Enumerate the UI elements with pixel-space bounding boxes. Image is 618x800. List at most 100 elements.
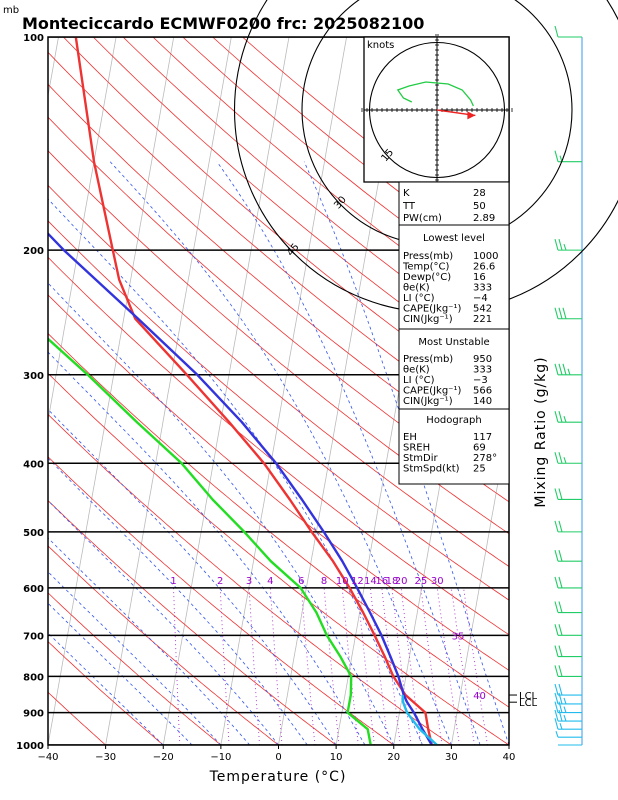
hodograph-box: [398, 408, 510, 485]
mixing-ratio-line: [323, 587, 340, 745]
dry-adiabat-line: [48, 500, 337, 745]
lowest-level-row-value: 26.6: [473, 262, 495, 273]
lowest-level-row-label: Press(mb): [403, 251, 453, 262]
most-unstable-row-label: Press(mb): [403, 354, 453, 365]
series-virtual-line: [401, 694, 438, 745]
mixing-ratio-label: 8: [321, 576, 327, 587]
wind-barb-half-flag: [563, 697, 567, 705]
x-tick-label: 20: [387, 752, 400, 763]
dry-adiabat-line: [48, 592, 222, 745]
wind-barb-flag: [554, 576, 559, 589]
wind-barb: [554, 550, 582, 562]
moist-adiabat-line: [48, 537, 251, 745]
series-dewpoint-line: [48, 337, 372, 745]
mixing-ratio-label: 3: [246, 576, 252, 587]
wind-barb-flag: [558, 683, 563, 696]
wind-barb-flag: [558, 665, 563, 677]
lowest-level-row-label: CIN(Jkg⁻¹): [403, 314, 453, 325]
hodograph-box-row-value: 117: [473, 432, 492, 443]
pressure-tick-label: 600: [23, 584, 44, 595]
isotherm-line: [0, 21, 4, 760]
wind-barb-flag: [562, 307, 567, 319]
mixing-ratio-label: 1: [170, 576, 176, 587]
wind-barb: [554, 601, 582, 614]
wind-barb-flag: [554, 488, 559, 500]
wind-barb-flag: [554, 452, 559, 464]
wind-barb-flag: [558, 520, 563, 533]
dry-adiabat-line: [48, 256, 509, 636]
mixing-ratio-line: [173, 587, 181, 745]
wind-barb-half-flag: [563, 243, 567, 251]
x-tick-label: 30: [445, 752, 458, 763]
hodograph-box-row-label: SREH: [403, 443, 430, 454]
moist-adiabat-line: [48, 282, 395, 745]
most-unstable-row-value: 950: [473, 354, 492, 365]
dry-adiabat-line: [48, 83, 509, 472]
mixing-ratio-line: [436, 587, 460, 745]
hodograph-box-row-label: EH: [403, 432, 417, 443]
idx-tt-label: TT: [402, 201, 416, 212]
mixing-ratio-label: 40: [473, 691, 486, 702]
moist-adiabat-line: [109, 161, 452, 745]
moist-adiabat-line: [48, 351, 366, 745]
pressure-tick-label: 700: [23, 631, 44, 642]
dry-adiabat-line: [48, 641, 164, 745]
dry-adiabat-line: [48, 150, 509, 535]
dry-adiabat-line: [48, 456, 395, 745]
storm-motion-arrowhead: [467, 111, 476, 120]
pressure-tick-label: 400: [23, 459, 44, 470]
pressure-tick-label: 800: [23, 672, 44, 683]
indices-panel: K 28 TT 50 PW(cm) 2.89 Lowest level Pres…: [398, 181, 510, 485]
wind-barb-flag: [554, 307, 559, 319]
most-unstable-row-value: 566: [473, 386, 492, 397]
wind-barb-flag: [558, 645, 563, 657]
hodograph-box-row-label: StmDir: [403, 453, 438, 464]
mixing-ratio-label: 4: [267, 576, 273, 587]
isotherm-line: [508, 742, 509, 745]
wind-barb: [554, 576, 582, 589]
wind-barb-flag: [554, 601, 559, 613]
wind-barb-half-flag: [563, 714, 567, 722]
idx-k-label: K: [403, 188, 410, 199]
hodograph-box-row-value: 25: [473, 464, 486, 475]
dry-adiabat-line: [48, 51, 509, 441]
hodograph-box-row-value: 278°: [473, 453, 497, 464]
wind-barb-flag: [554, 550, 559, 562]
lowest-level-box: [398, 224, 510, 330]
wind-barb-flag: [554, 520, 559, 533]
idx-pw-label: PW(cm): [403, 213, 442, 224]
isotherm-line: [220, 37, 348, 745]
dry-adiabat-line: [48, 184, 509, 567]
isotherm-line: [564, 21, 618, 760]
wind-barb-half-flag: [563, 457, 567, 464]
mixing-ratio-label: 20: [395, 576, 408, 587]
indices-box: [398, 181, 510, 226]
x-tick-label: 0: [275, 752, 281, 763]
lowest-level-row-value: −4: [473, 293, 488, 304]
most-unstable-row-label: LI (°C): [403, 375, 435, 386]
dry-adiabat-line: [48, 116, 509, 503]
wind-barb-flag: [554, 411, 559, 423]
wind-barb-flag: [554, 363, 559, 375]
mixing-ratio-line: [450, 587, 475, 745]
lowest-level-row-label: LI (°C): [403, 293, 435, 304]
wind-barb-half-flag: [563, 416, 567, 423]
wind-barb: [554, 624, 582, 636]
moist-adiabat-line: [216, 161, 481, 745]
mixing-ratio-label: 25: [415, 576, 428, 587]
mixing-ratio-line: [219, 587, 230, 745]
mixing-ratio-axis-label: Mixing Ratio (g/kg): [533, 356, 549, 507]
x-tick-label: −40: [37, 752, 58, 763]
wind-barb-half-flag: [555, 731, 559, 738]
moist-adiabat-line: [48, 602, 193, 745]
dry-adiabat-line: [48, 372, 509, 745]
most-unstable-row-label: CIN(Jkg⁻¹): [403, 396, 453, 407]
most-unstable-row-label: θe(K): [403, 365, 430, 376]
hodograph-box-row-value: 69: [473, 443, 486, 454]
wind-barb: [554, 645, 582, 658]
sounding-series: [48, 37, 438, 745]
wind-barb-flag: [554, 709, 559, 722]
pressure-lines: [48, 37, 509, 745]
